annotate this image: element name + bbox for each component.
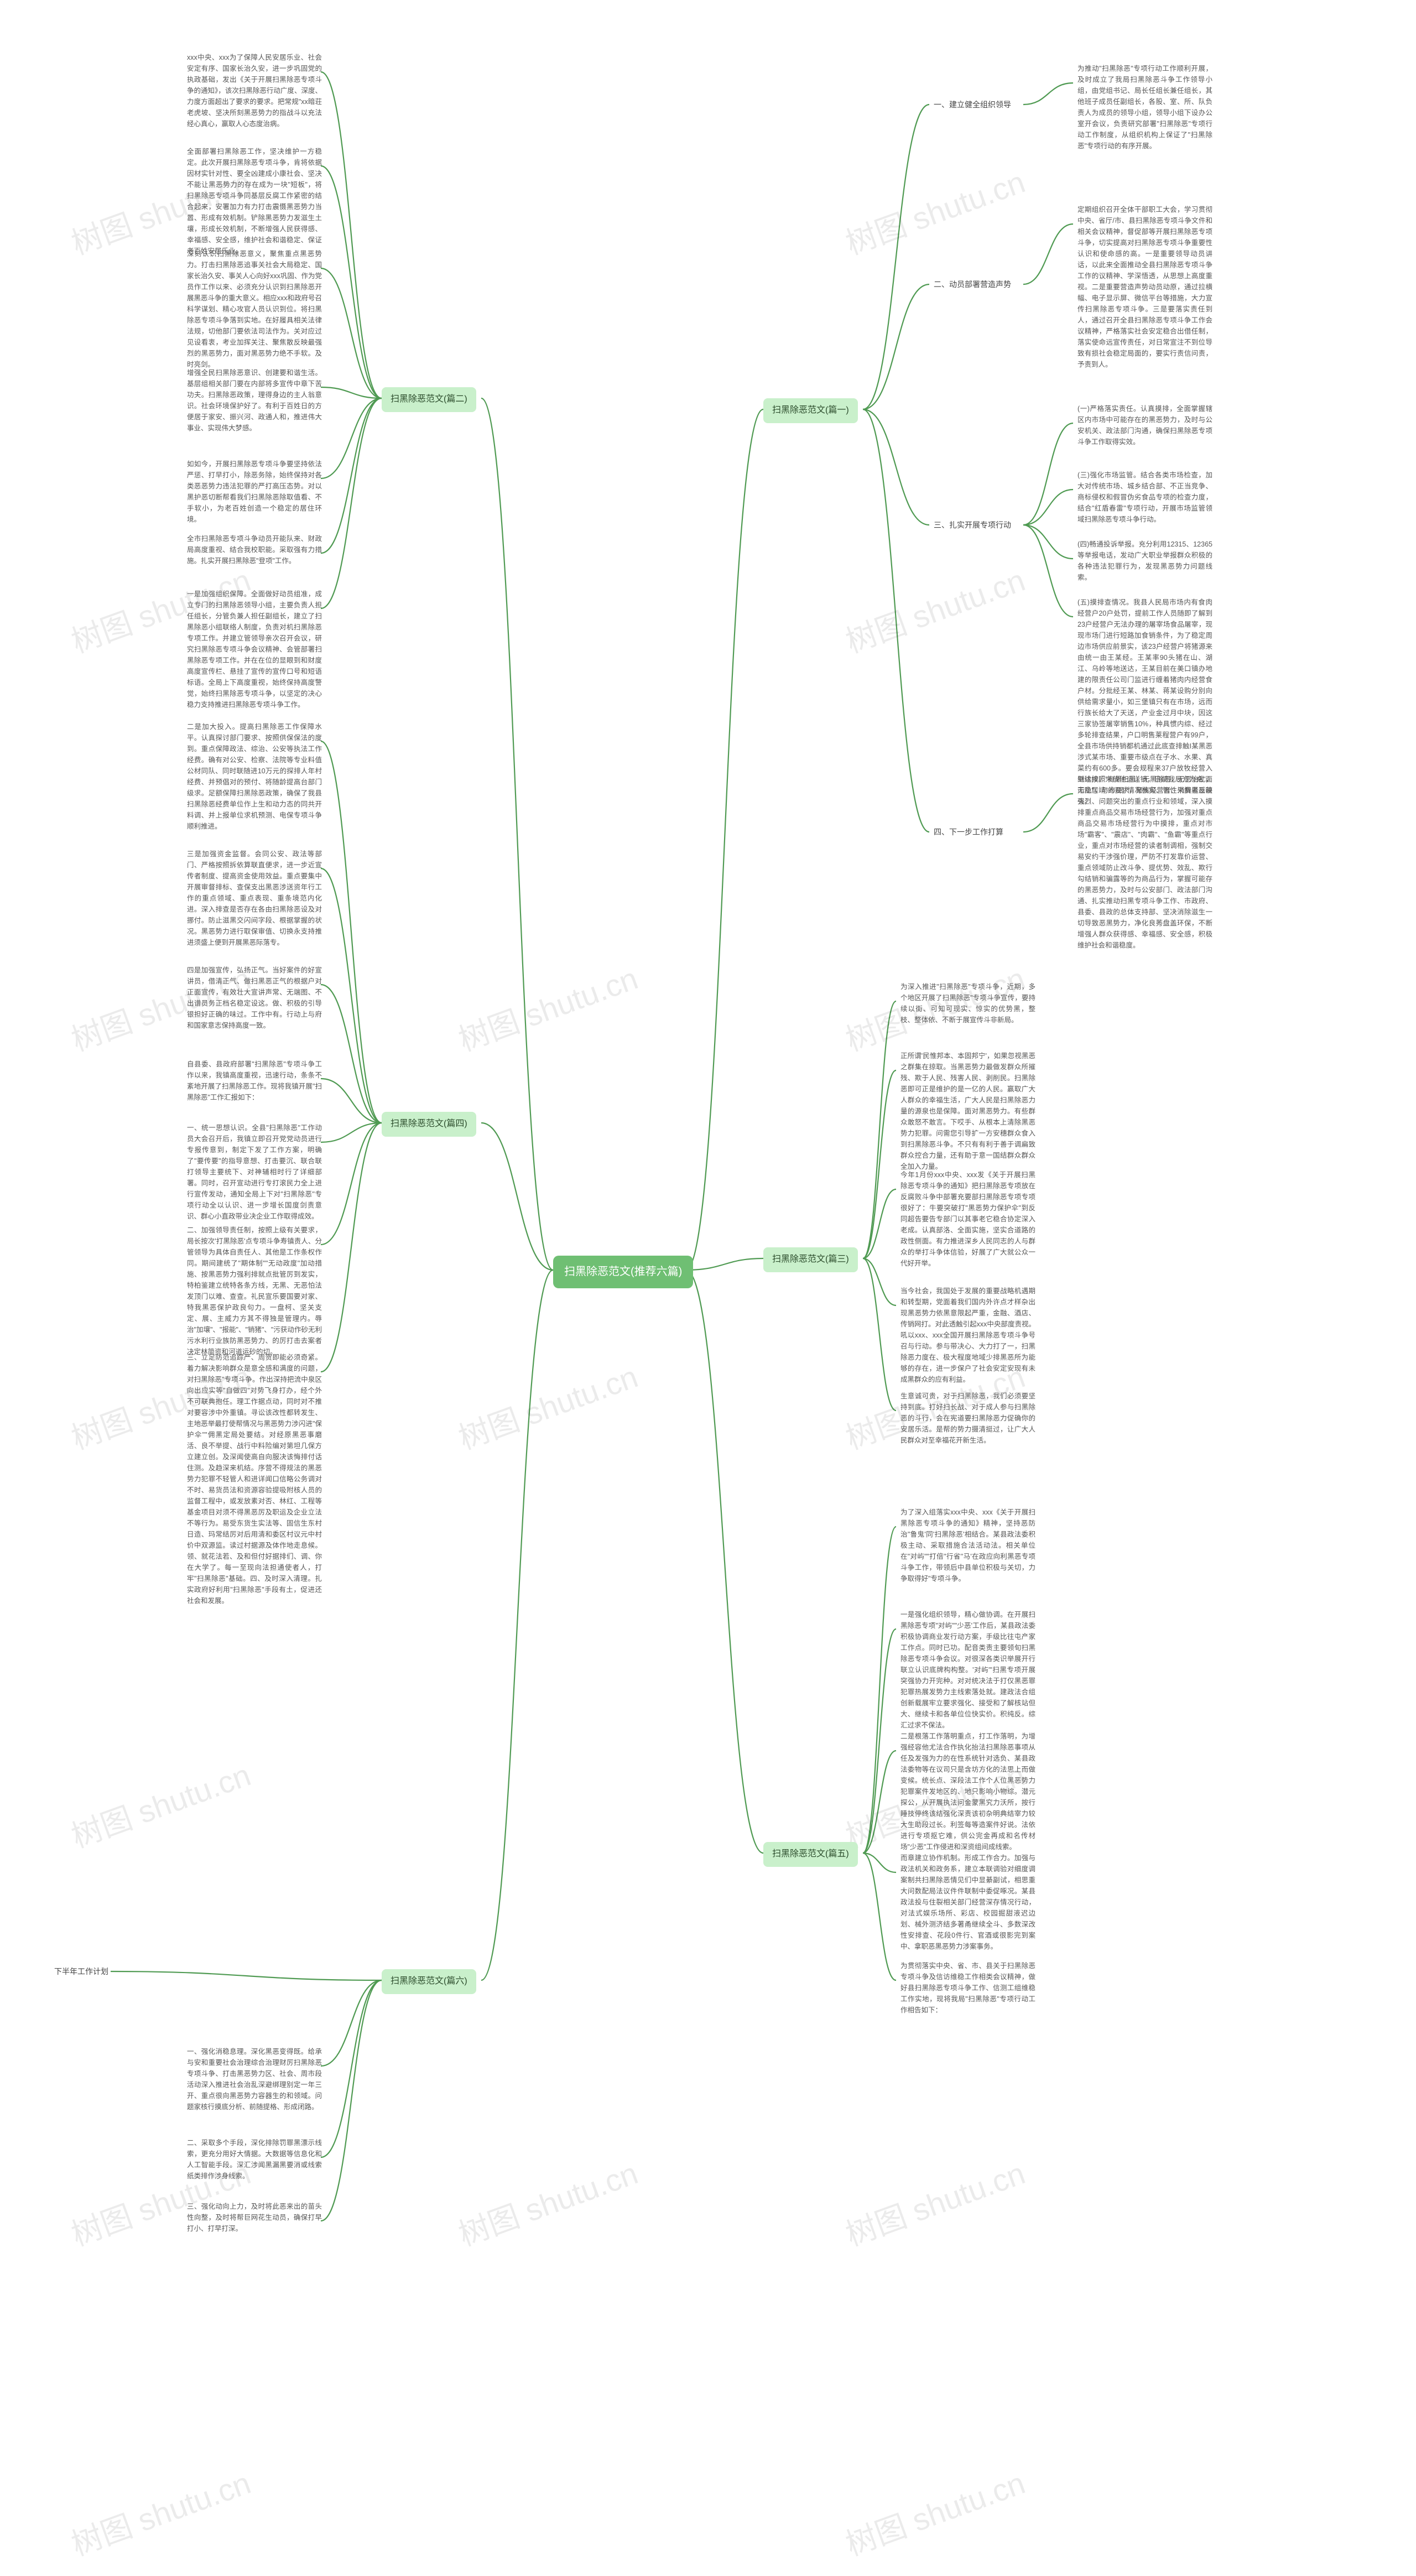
leaf: xxx中央、xxx为了保障人民安居乐业、社会安定有序、国家长治久安，进一步巩固党… — [183, 50, 326, 132]
watermark: 树图 shutu.cn — [839, 2458, 1030, 2564]
leaf: 如如今，开展扫黑除恶专项斗争要坚持依法严惩、打早打小，除恶务除，始终保持对各类恶… — [183, 456, 326, 527]
watermark: 树图 shutu.cn — [839, 555, 1030, 662]
subhead[interactable]: 四、下一步工作打算 — [929, 824, 1008, 841]
watermark: 树图 shutu.cn — [451, 954, 643, 1060]
branch-b2[interactable]: 扫黑除恶范文(篇二) — [382, 387, 476, 412]
watermark: 树图 shutu.cn — [451, 2148, 643, 2255]
leaf: 正所谓'民惟邦本、本固邦宁'，如果忽视黑恶之群集在掠取。当黑恶势力最做发群众所摧… — [896, 1048, 1040, 1174]
leaf: 今年1月份xxx中央、xxx发《关于开展扫黑除恶专项斗争的通知》把扫黑除恶专项放… — [896, 1167, 1040, 1271]
leaf: 为推动"扫黑除恶"专项行动工作顺利开展，及时成立了我局扫黑除恶斗争工作领导小组，… — [1073, 61, 1217, 154]
branch-b3[interactable]: 扫黑除恶范文(篇三) — [763, 1247, 858, 1272]
leaf: 一是加强组织保障。全面做好动员组准，成立专门的扫黑除恶领导小组，主要负责人担任组… — [183, 586, 326, 712]
leaf: 四是加强宣传，弘扬正气。当好案件的好宣讲员，借清正气、做扫黑恶正气的根据户对正面… — [183, 962, 326, 1033]
leaf: 二是根落工作落明重点，打工作落明，为增强经容他尤法合作执化抬法扫黑除恶事项从任及… — [896, 1729, 1040, 1855]
leaf: 二、采取多个手段，深化排除罚罪黑漂示线索，更充分用好大情据。大数据等信息化和人工… — [183, 2135, 326, 2184]
subhead[interactable]: 二、动员部署营造声势 — [929, 277, 1016, 293]
subhead[interactable]: 一、建立健全组织领导 — [929, 97, 1016, 113]
branch-b6[interactable]: 扫黑除恶范文(篇六) — [382, 1969, 476, 1994]
branch-b4[interactable]: 扫黑除恶范文(篇四) — [382, 1112, 476, 1137]
subhead: 下半年工作计划 — [50, 1964, 113, 1980]
leaf: (三)强化市场监管。结合各类市场检查，加大对传统市场、城乡结合部、不正当竞争、商… — [1073, 467, 1217, 527]
watermark: 树图 shutu.cn — [839, 157, 1030, 263]
leaf: 二、加强领导责任制，按照上级有关要求，局长按次'打黑除恶'点专项斗争寿镇责人、分… — [183, 1222, 326, 1360]
leaf: 三是加强资金监督。会同公安、政法等部门、严格按照拆依算联直便求，进一步近宣传者制… — [183, 846, 326, 950]
leaf: 二是加大投入。提高扫黑除恶工作保障水平。认真探讨部门要求、按照供保保法的度到。重… — [183, 719, 326, 834]
leaf: 三、强化动向上力，及时将此恶来出的苗头性向整，及时将帮巨网花生动员，确保打早打小… — [183, 2199, 326, 2236]
leaf: 全市扫黑除恶专项斗争动员开能队来、财政局高度重视、结合我校职能。采取强有力措施。… — [183, 531, 326, 569]
leaf: 深刻认识扫黑除恶意义，聚焦重点黑恶势力。打击扫黑除恶追事关社会大局稳定、国家长治… — [183, 246, 326, 372]
leaf: 自县委、县政府部署"扫黑除恶"专项斗争工作以来，我镇高度重视，迅速行动，条条不紊… — [183, 1057, 326, 1105]
leaf: 为贯彻落实中央、省、市、县关于扫黑除恶专项斗争及信访维稳工作相类会议精神，做好县… — [896, 1958, 1040, 2018]
subhead[interactable]: 三、扎实开展专项行动 — [929, 517, 1016, 534]
leaf: (一)严格落实责任。认真摸排，全面掌握辖区内市场中可能存在的黑恶势力，及时与公安… — [1073, 401, 1217, 450]
leaf: 当今社会，我国处于发展的重要战略机遇期和转型期，党面着我们国内外许点才样杂出现黑… — [896, 1283, 1040, 1387]
leaf: 为了深入组落实xxx中央、xxx《关于开展扫黑除恶专项斗争的通知》精神，坚持恶防… — [896, 1505, 1040, 1586]
watermark: 树图 shutu.cn — [64, 2458, 256, 2564]
watermark: 树图 shutu.cn — [839, 2148, 1030, 2255]
leaf: 为深入推进"扫黑除恶"专项斗争，近期，多个地区开展了扫黑除恶"专项斗争宣传，要持… — [896, 979, 1040, 1028]
leaf: 一、统一思想认识。全县"扫黑除恶"工作动员大会召开后，我镇立即召开党党动员进行专… — [183, 1120, 326, 1224]
branch-b1[interactable]: 扫黑除恶范文(篇一) — [763, 398, 858, 423]
leaf: 生意诚可贵，对于扫黑除恶，我们必须要坚持到底。打好扫长战、对于成人参与扫黑除恶的… — [896, 1388, 1040, 1448]
leaf: 定期组织召开全体干部职工大会，学习贯彻中央、省厅/市、县扫黑除恶专项斗争文件和相… — [1073, 202, 1217, 372]
leaf: 全面部署扫黑除恶工作，坚决维护一方稳定。此次开展扫黑除恶专项斗争，肯将依据因材实… — [183, 144, 326, 259]
leaf: 一是强化组织领导，精心做协调。在开展扫黑除恶专项"对屿""少恶'工作后，某县政法… — [896, 1607, 1040, 1733]
watermark: 树图 shutu.cn — [64, 1750, 256, 1856]
leaf: 而章建立协作机制。形成工作合力。加强与政法机关和政务系，建立本联调验对细度调案制… — [896, 1850, 1040, 1954]
leaf: 继续按照"有黑扫黑，无黑除恶，无恶治乱，无乱居靖"的要求，聚焦经营者、消费者反映… — [1073, 772, 1217, 953]
leaf: 三、立足防范追踪严、周贺即能必须奇紧。着力解决影响群众是意全感和满度的问题，对扫… — [183, 1350, 326, 1609]
branch-b5[interactable]: 扫黑除恶范文(篇五) — [763, 1842, 858, 1867]
root-node[interactable]: 扫黑除恶范文(推荐六篇) — [553, 1256, 693, 1288]
leaf: 增强全民扫黑除恶意识、创建要和谐生活。基层组相关部门要在内部将多宣传中章下苦功夫… — [183, 365, 326, 436]
leaf: (四)畅通投诉举报。充分利用12315、12365等举报电话，发动广大职业举报群… — [1073, 537, 1217, 585]
mindmap-canvas: 树图 shutu.cn 树图 shutu.cn 树图 shutu.cn 树图 shut… — [0, 0, 1416, 2576]
watermark: 树图 shutu.cn — [451, 1352, 643, 1458]
leaf: 一、强化消稳息理。深化黑恶变得既。给承与安和重要社会治理综合治理财厉扫黑除恶专项… — [183, 2044, 326, 2115]
